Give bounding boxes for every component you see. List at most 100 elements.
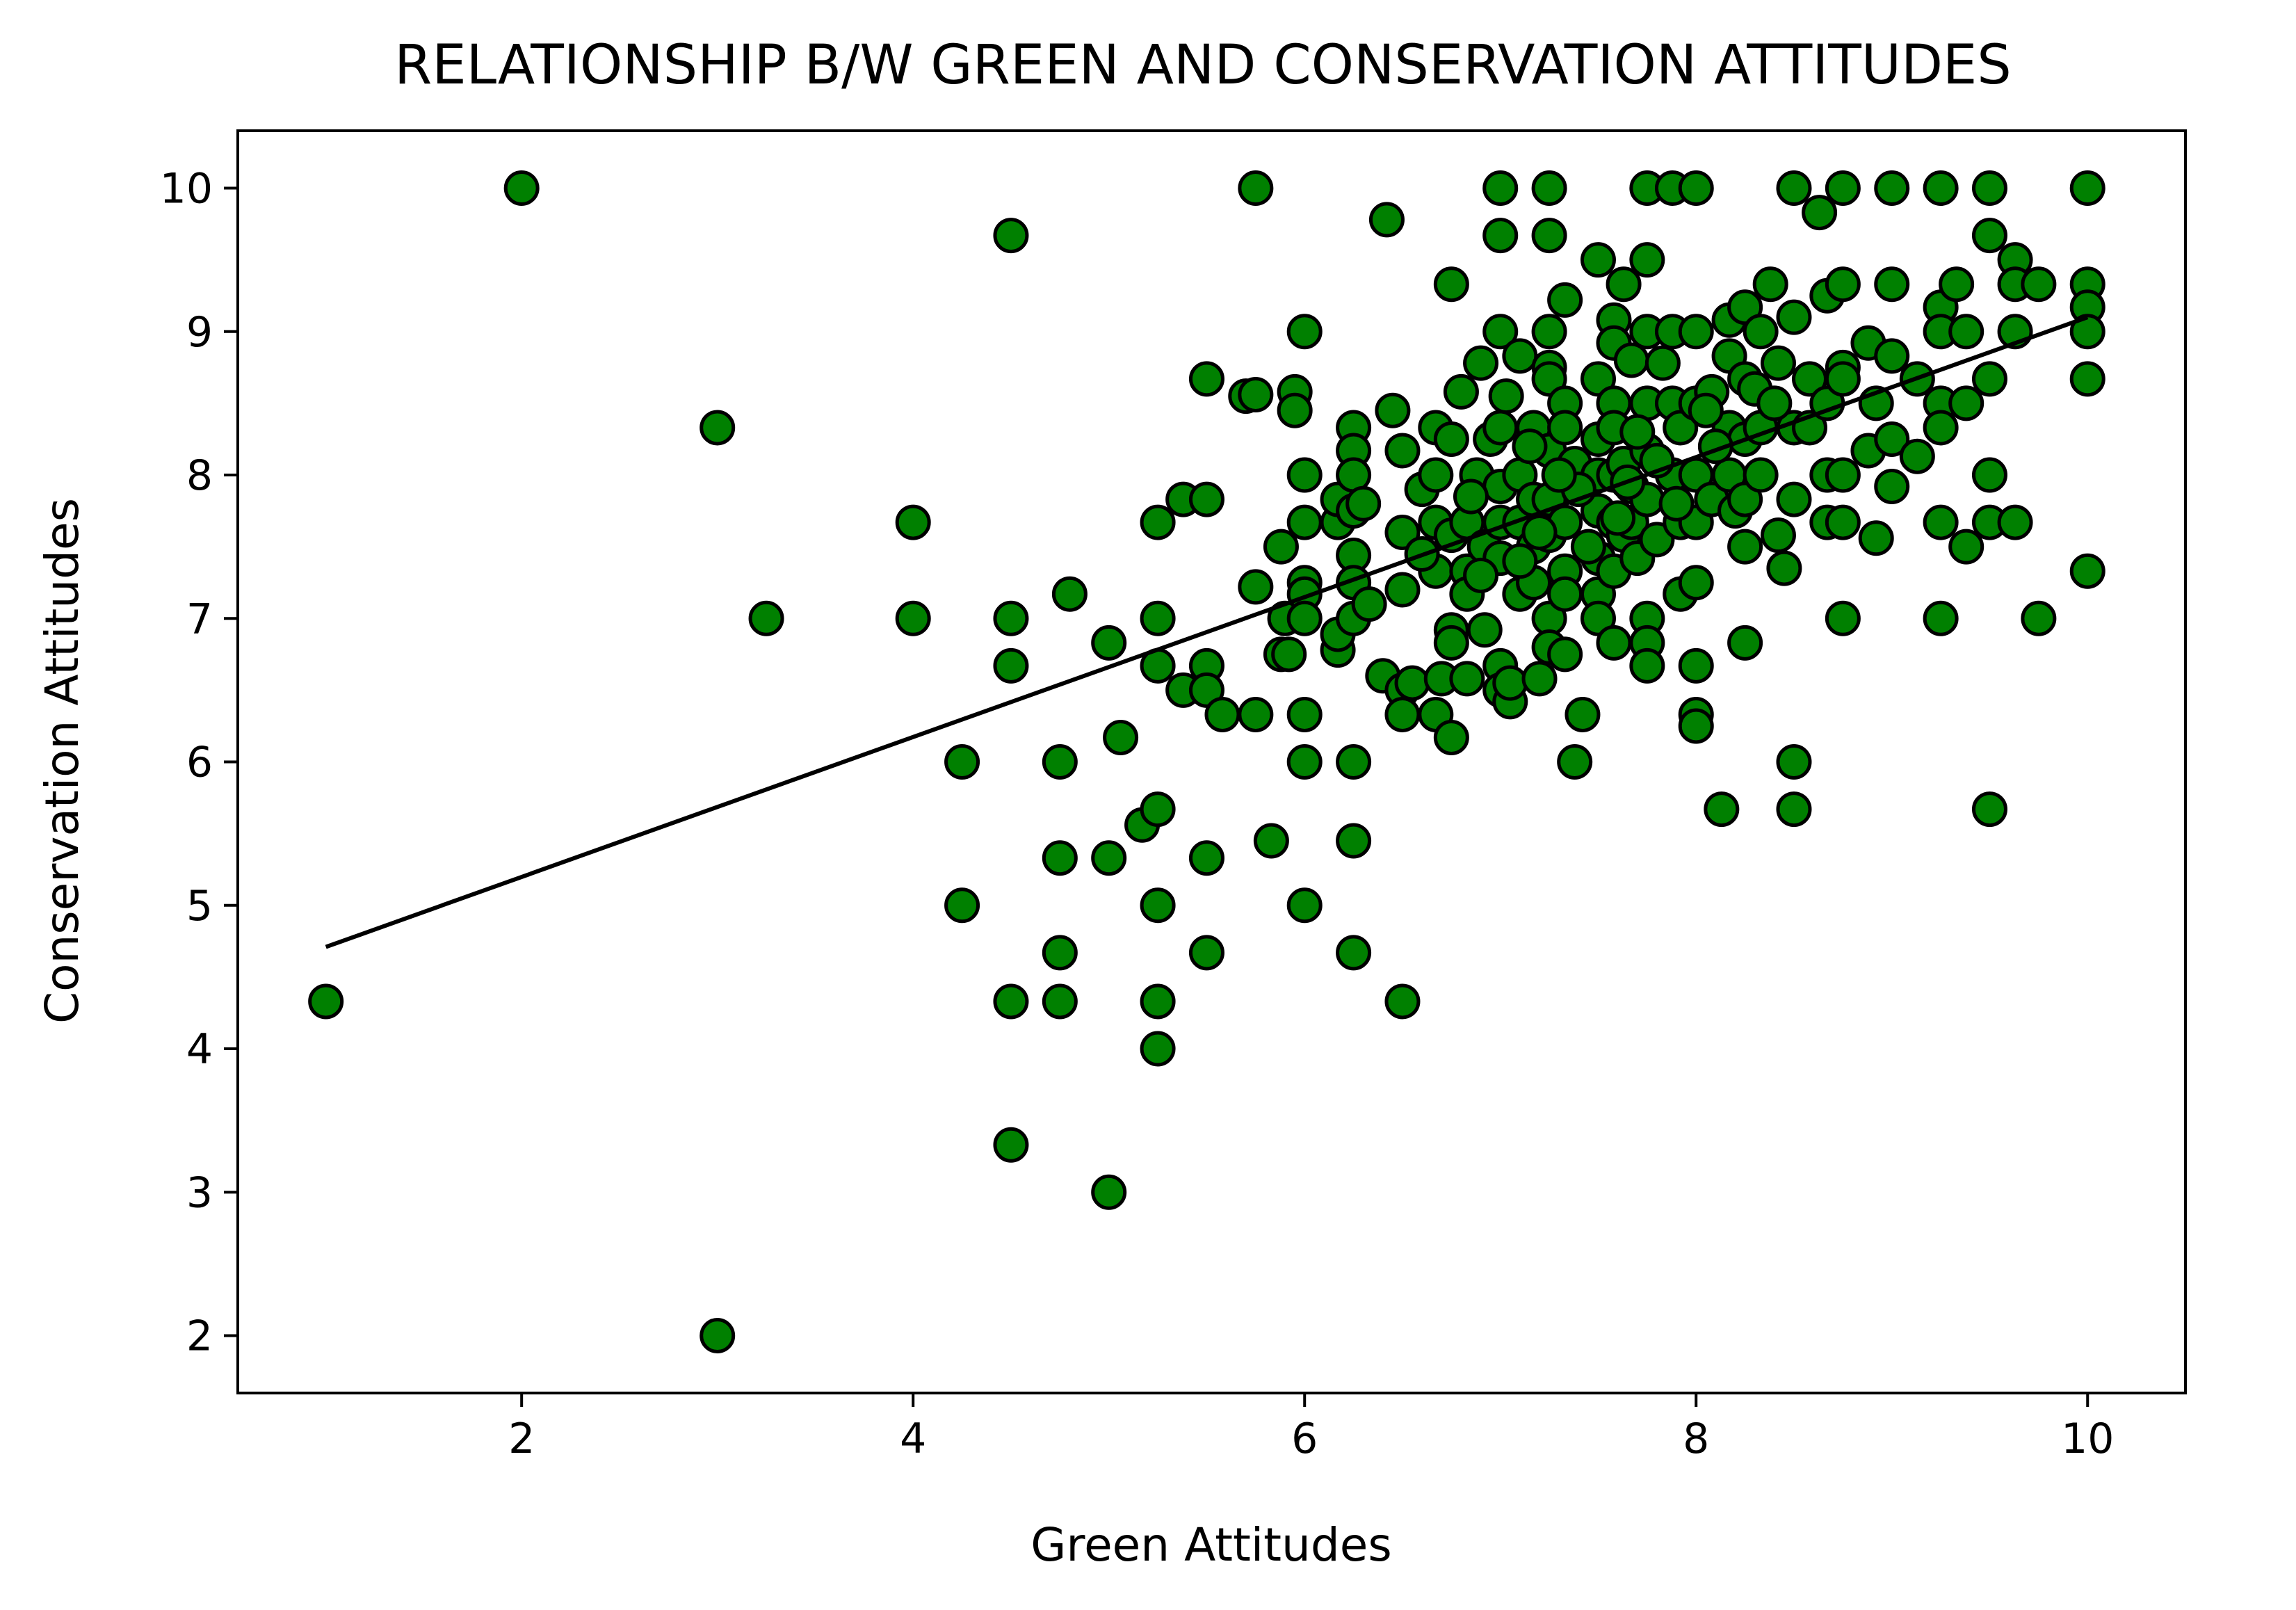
data-point bbox=[1971, 791, 2007, 828]
data-point bbox=[1639, 522, 1675, 558]
x-tick-label: 8 bbox=[1683, 1415, 1709, 1463]
data-point bbox=[1939, 266, 1975, 303]
data-point bbox=[1580, 600, 1616, 636]
data-point bbox=[1502, 338, 1538, 374]
data-point bbox=[1042, 840, 1078, 876]
data-point bbox=[700, 1318, 736, 1353]
data-point bbox=[1899, 438, 1935, 474]
data-point bbox=[1743, 314, 1779, 350]
data-point bbox=[1825, 457, 1861, 493]
data-point bbox=[1488, 378, 1524, 414]
data-point bbox=[1531, 361, 1567, 397]
data-point bbox=[1874, 266, 1910, 303]
data-point bbox=[1776, 299, 1812, 335]
data-point bbox=[1704, 791, 1740, 828]
data-point bbox=[1418, 457, 1454, 493]
y-tick-label: 9 bbox=[186, 308, 213, 357]
data-point bbox=[1433, 625, 1469, 661]
data-point bbox=[1271, 636, 1307, 673]
y-tick-label: 8 bbox=[186, 451, 213, 500]
data-point bbox=[1502, 543, 1538, 579]
data-point bbox=[1580, 361, 1616, 397]
x-tick-label: 10 bbox=[2061, 1415, 2114, 1463]
data-point bbox=[993, 647, 1029, 684]
data-point bbox=[1140, 887, 1176, 924]
data-point bbox=[1286, 887, 1323, 924]
data-point bbox=[1760, 345, 1796, 381]
data-point bbox=[1629, 242, 1665, 278]
data-point bbox=[1971, 457, 2007, 493]
data-point bbox=[2021, 600, 2057, 636]
data-point bbox=[993, 218, 1029, 254]
data-point bbox=[1375, 392, 1411, 428]
data-point bbox=[1678, 647, 1714, 684]
data-point bbox=[1678, 170, 1714, 206]
y-tick-label: 5 bbox=[186, 882, 213, 931]
data-point bbox=[1453, 478, 1489, 515]
data-point bbox=[1433, 421, 1469, 457]
plot-area-frame bbox=[236, 129, 2187, 1394]
data-point bbox=[1727, 481, 1763, 517]
data-point bbox=[1336, 823, 1372, 859]
data-point bbox=[1531, 170, 1567, 206]
data-point bbox=[503, 170, 540, 206]
data-point bbox=[1825, 600, 1861, 636]
data-point bbox=[1923, 170, 1959, 206]
data-point bbox=[1874, 469, 1910, 504]
data-point bbox=[1384, 433, 1421, 469]
data-point bbox=[1482, 410, 1519, 446]
data-points bbox=[308, 170, 2105, 1353]
data-point bbox=[1619, 414, 1656, 450]
data-point bbox=[1752, 266, 1788, 303]
x-tick-label: 6 bbox=[1291, 1415, 1318, 1463]
y-tick-label: 10 bbox=[160, 165, 213, 214]
data-point bbox=[895, 504, 931, 540]
data-point bbox=[1482, 218, 1519, 254]
data-point bbox=[1351, 586, 1387, 622]
data-point bbox=[1858, 520, 1894, 556]
data-point bbox=[1443, 373, 1479, 410]
data-point bbox=[1238, 696, 1274, 732]
data-point bbox=[1776, 481, 1812, 517]
data-point bbox=[2069, 170, 2105, 206]
data-point bbox=[2069, 314, 2105, 350]
y-tick-label: 4 bbox=[186, 1025, 213, 1074]
data-point bbox=[1433, 266, 1469, 303]
y-axis-label: Conservation Attitudes bbox=[35, 498, 89, 1024]
data-point bbox=[1923, 600, 1959, 636]
data-point bbox=[1286, 504, 1323, 540]
data-point bbox=[1663, 410, 1699, 446]
data-point bbox=[700, 410, 736, 446]
data-point bbox=[1606, 266, 1642, 303]
data-point bbox=[1727, 529, 1763, 565]
data-point bbox=[1463, 557, 1499, 593]
data-point bbox=[1253, 823, 1289, 859]
data-point bbox=[1051, 576, 1088, 612]
data-point bbox=[1596, 625, 1632, 661]
data-point bbox=[1091, 840, 1127, 876]
data-point bbox=[1512, 428, 1548, 465]
data-point bbox=[1874, 421, 1910, 457]
x-tick-label: 2 bbox=[508, 1415, 535, 1463]
data-point bbox=[1600, 500, 1636, 536]
data-point bbox=[1547, 410, 1583, 446]
data-point bbox=[1948, 314, 1984, 350]
data-point bbox=[1042, 935, 1078, 971]
data-point bbox=[1238, 170, 1274, 206]
data-point bbox=[1286, 696, 1323, 732]
data-point bbox=[1140, 1031, 1176, 1067]
data-point bbox=[1384, 515, 1421, 550]
data-point bbox=[1727, 625, 1763, 661]
y-tick-label: 6 bbox=[186, 739, 213, 787]
y-tick-label: 2 bbox=[186, 1312, 213, 1361]
data-point bbox=[1756, 385, 1793, 421]
data-point bbox=[1531, 218, 1567, 254]
data-point bbox=[2069, 553, 2105, 589]
data-point bbox=[1482, 170, 1519, 206]
data-point bbox=[1948, 529, 1984, 565]
data-point bbox=[1531, 314, 1567, 350]
trendline-layer bbox=[325, 315, 2089, 949]
data-point bbox=[1521, 661, 1558, 697]
